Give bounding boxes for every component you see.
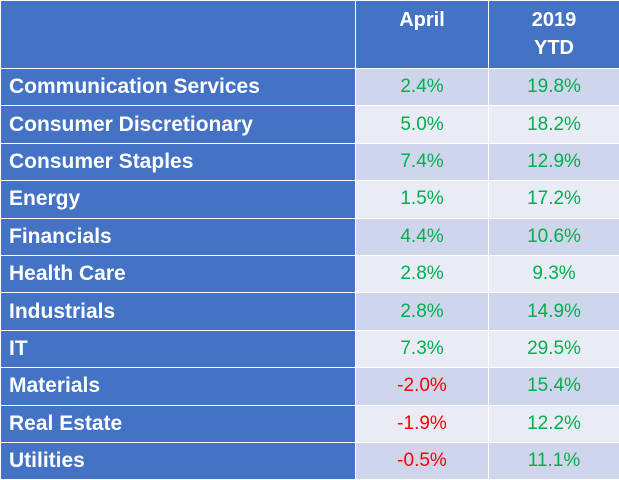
april-return-cell: 7.4% [356,143,489,180]
ytd-return-cell: 12.2% [489,405,619,442]
sector-name-cell: Materials [1,368,356,405]
ytd-return-cell: 10.6% [489,218,619,255]
april-return-cell: 7.3% [356,330,489,367]
april-return-cell: -0.5% [356,442,489,479]
ytd-return-cell: 18.2% [489,106,619,143]
april-return-cell: 4.4% [356,218,489,255]
sector-name-cell: Industrials [1,293,356,330]
ytd-return-cell: 29.5% [489,330,619,367]
sector-name-cell: Real Estate [1,405,356,442]
april-return-cell: 2.4% [356,69,489,106]
ytd-header-line-2: YTD [489,34,619,62]
april-return-cell: -2.0% [356,368,489,405]
table-row: Real Estate-1.9%12.2% [1,405,619,442]
sector-name-cell: Communication Services [1,69,356,106]
sector-name-cell: IT [1,330,356,367]
april-return-cell: 2.8% [356,293,489,330]
sector-column-header [1,1,356,69]
april-column-header: April [356,1,489,69]
ytd-return-cell: 9.3% [489,255,619,292]
april-return-cell: -1.9% [356,405,489,442]
april-return-cell: 1.5% [356,181,489,218]
ytd-return-cell: 19.8% [489,69,619,106]
ytd-return-cell: 12.9% [489,143,619,180]
sector-name-cell: Consumer Discretionary [1,106,356,143]
header-row: April 2019 YTD [1,1,619,69]
ytd-return-cell: 11.1% [489,442,619,479]
april-return-cell: 2.8% [356,255,489,292]
ytd-return-cell: 14.9% [489,293,619,330]
ytd-header-line-1: 2019 [489,6,619,34]
table-row: Materials-2.0%15.4% [1,368,619,405]
april-return-cell: 5.0% [356,106,489,143]
ytd-column-header: 2019 YTD [489,1,619,69]
ytd-return-cell: 17.2% [489,181,619,218]
ytd-return-cell: 15.4% [489,368,619,405]
sector-name-cell: Utilities [1,442,356,479]
sector-name-cell: Financials [1,218,356,255]
sector-name-cell: Consumer Staples [1,143,356,180]
sector-name-cell: Energy [1,181,356,218]
sector-name-cell: Health Care [1,255,356,292]
table-row: Utilities-0.5%11.1% [1,442,619,479]
